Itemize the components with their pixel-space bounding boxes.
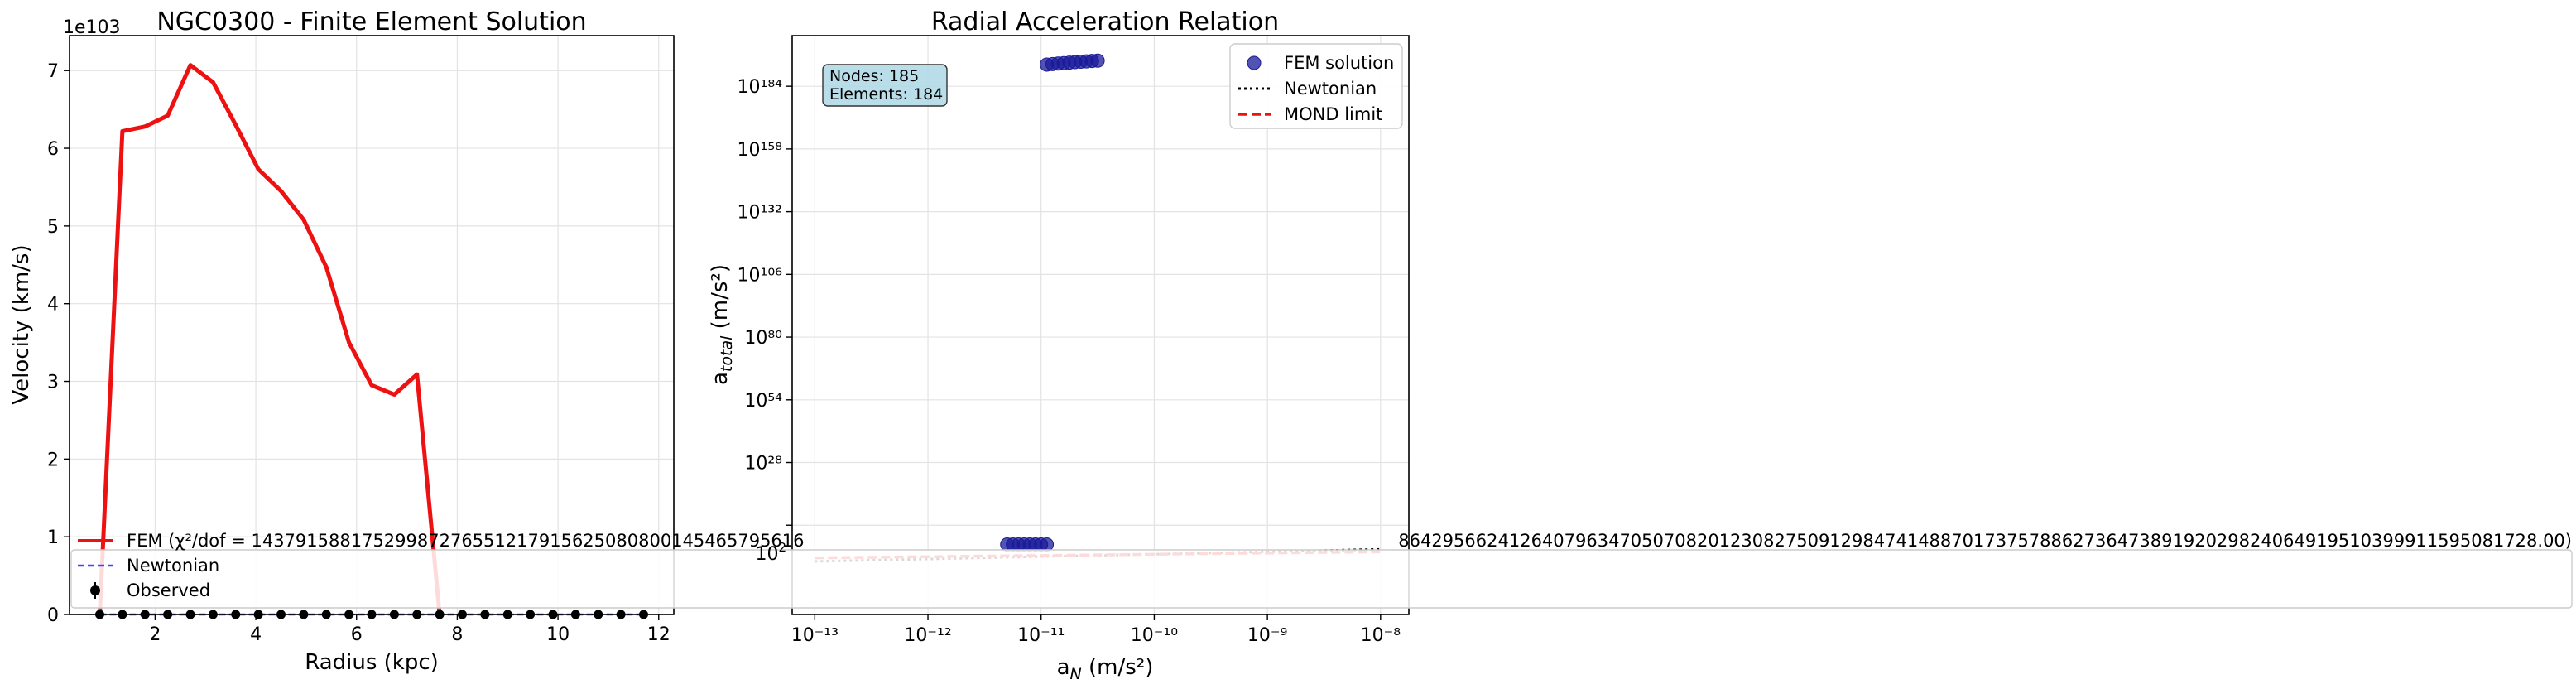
rar-y-tick-label: 10¹⁵⁸ [738, 140, 783, 161]
velocity-chart-title: NGC0300 - Finite Element Solution [156, 7, 586, 36]
velocity-y-tick-label: 5 [47, 217, 59, 238]
velocity-y-axis-label: Velocity (km/s) [9, 244, 34, 404]
rar-legend-newtonian-label: Newtonian [1284, 79, 1377, 99]
rar-y-tick-label: 10⁸⁰ [744, 328, 782, 349]
velocity-x-tick-label: 8 [451, 624, 463, 645]
fem-velocity-point [189, 64, 192, 67]
rar-x-tick-label: 10⁻⁸ [1361, 625, 1401, 646]
velocity-y-tick-label: 4 [47, 295, 59, 316]
nodes-count: Nodes: 185 [829, 67, 919, 85]
fem-velocity-point [348, 341, 351, 344]
rar-y-tick-label: 10¹⁸⁴ [738, 77, 783, 98]
rar-y-tick-label: 10¹⁰⁶ [738, 265, 783, 286]
fem-velocity-point [324, 266, 328, 269]
rar-fem-point [1090, 53, 1105, 68]
velocity-legend-fem-label-tail: 8642956624126407963470507082012308275091… [1398, 531, 2572, 551]
fem-velocity-line [98, 63, 442, 615]
rar-x-axis-label: aN (m/s²) [1057, 655, 1154, 683]
rar-x-tick-label: 10⁻¹² [904, 625, 951, 646]
velocity-legend-frame [70, 549, 2573, 609]
rar-x-tick-label: 10⁻¹¹ [1017, 625, 1065, 646]
rar-legend-fem-marker [1247, 55, 1262, 70]
fem-velocity-point [234, 123, 238, 127]
velocity-legend-newtonian-label: Newtonian [127, 556, 219, 576]
fem-velocity-point [392, 393, 396, 396]
velocity-legend-observed-marker [90, 585, 100, 595]
fem-velocity-point [211, 80, 214, 84]
velocity-y-tick-label: 1 [47, 528, 59, 548]
fem-velocity-point [302, 218, 305, 221]
velocity-x-tick-label: 12 [647, 624, 670, 645]
rar-legend-mond-label: MOND limit [1284, 104, 1382, 124]
velocity-y-tick-label: 3 [47, 373, 59, 393]
fem-velocity-point [143, 125, 147, 128]
rar-legend-frame [1229, 43, 1403, 129]
rar-x-tick-label: 10⁻⁹ [1247, 625, 1287, 646]
rar-axes-frame [791, 35, 1410, 615]
fem-velocity-point [370, 383, 373, 387]
fem-velocity-point [280, 190, 282, 193]
mesh-info-box: Nodes: 185 Elements: 184 [822, 64, 948, 107]
velocity-x-tick-label: 10 [546, 624, 570, 645]
rar-chart-title: Radial Acceleration Relation [931, 7, 1279, 36]
velocity-legend: FEM (χ²/dof = 14379158817529987276551217… [70, 531, 2573, 609]
velocity-legend-fem-label: FEM (χ²/dof = 14379158817529987276551217… [127, 531, 805, 551]
velocity-x-tick-label: 4 [250, 624, 262, 645]
rar-x-tick-label: 10⁻¹⁰ [1131, 625, 1178, 646]
rar-legend-fem-label: FEM solution [1284, 53, 1394, 73]
rar-y-tick-label: 10⁵⁴ [744, 391, 782, 412]
velocity-y-tick-label: 7 [47, 61, 59, 82]
rar-fem-point [1040, 537, 1055, 552]
rar-panel: 10⁻¹³ 10⁻¹² 10⁻¹¹ 10⁻¹⁰ 10⁻⁹ 10⁻⁸ 10¹⁸⁴ 10¹⁵⁸ 10… [708, 7, 1410, 683]
fem-velocity-point [166, 114, 170, 118]
velocity-y-tick-label: 2 [47, 450, 59, 470]
velocity-x-tick-label: 6 [351, 624, 363, 645]
velocity-x-tick-label: 2 [149, 624, 161, 645]
velocity-x-axis-label: Radius (kpc) [305, 650, 439, 675]
velocity-y-tick-label: 0 [47, 605, 59, 626]
velocity-legend-observed-label: Observed [127, 581, 210, 600]
velocity-axes-frame [69, 35, 675, 615]
fem-velocity-point [416, 373, 419, 376]
elements-count: Elements: 184 [829, 85, 943, 104]
rar-legend: FEM solution Newtonian MOND limit [1229, 43, 1403, 129]
rar-ticks: 10⁻¹³ 10⁻¹² 10⁻¹¹ 10⁻¹⁰ 10⁻⁹ 10⁻⁸ 10¹⁸⁴ 10¹⁵⁸ 10… [738, 77, 1401, 646]
rar-y-tick-label: 10²⁸ [744, 454, 782, 475]
fem-velocity-point [257, 167, 260, 171]
velocity-y-tick-label: 6 [47, 139, 59, 160]
rar-y-tick-label: 10¹³² [738, 203, 782, 224]
fem-velocity-point [121, 129, 124, 132]
rar-x-tick-label: 10⁻¹³ [791, 625, 839, 646]
velocity-y-offset-label: 1e103 [63, 17, 121, 38]
